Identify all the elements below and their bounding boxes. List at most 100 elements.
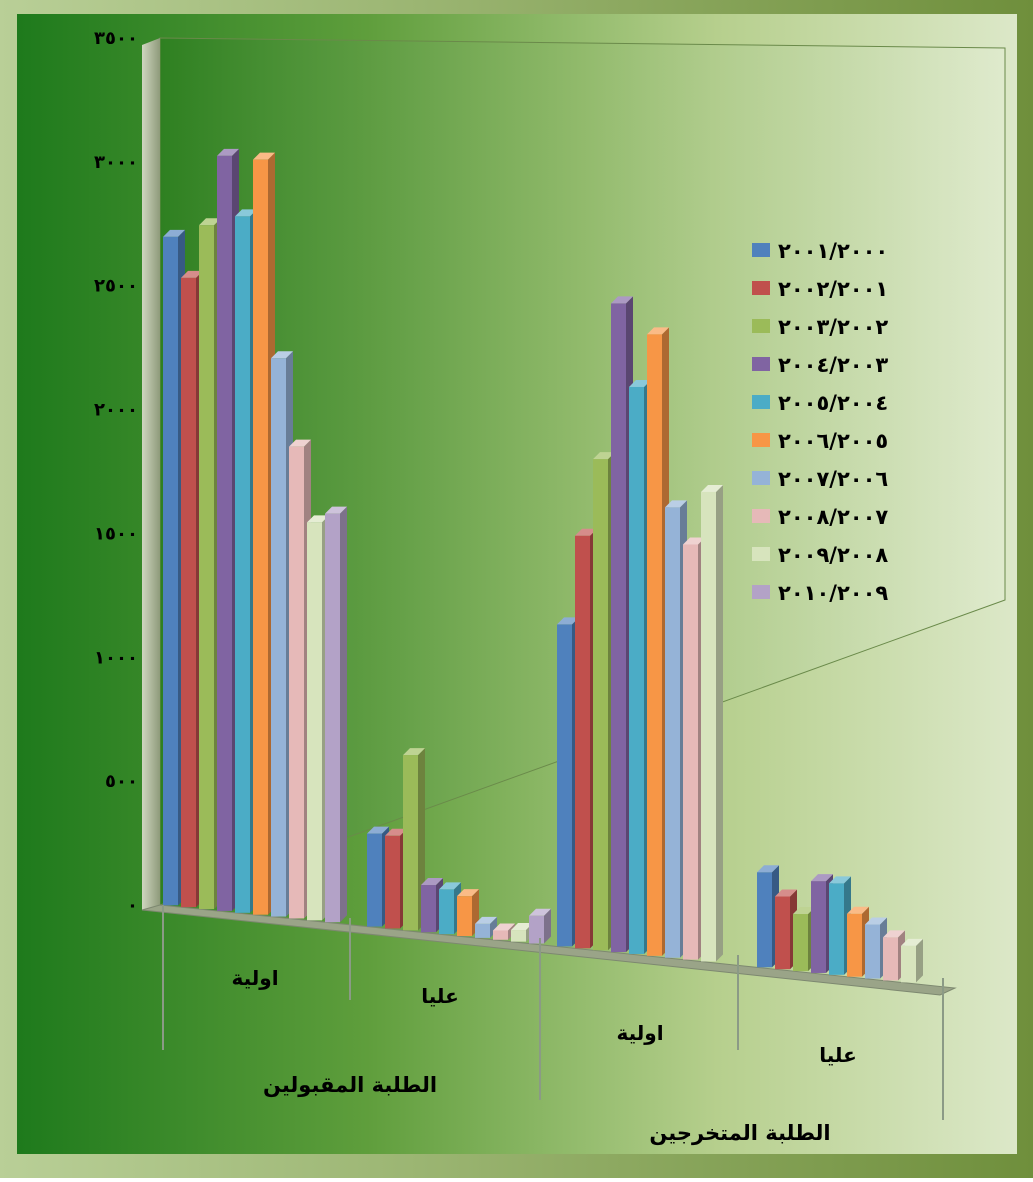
bar-front <box>163 236 178 906</box>
y-tick-label: ٢٥٠٠ <box>94 276 138 297</box>
bar-front <box>847 913 862 977</box>
bar-top <box>493 923 515 931</box>
legend-swatch <box>752 243 770 257</box>
legend-label: ٢٠٠٨/٢٠٠٧ <box>778 505 888 529</box>
category-label: عليا <box>421 984 459 1008</box>
bar-top <box>847 906 869 914</box>
bar-top <box>307 515 329 523</box>
bar-front <box>757 872 772 968</box>
bar-top <box>439 882 461 890</box>
bar-top <box>403 748 425 756</box>
category-label: عليا <box>819 1043 857 1067</box>
bar-front <box>901 945 916 983</box>
side-wall <box>142 38 160 910</box>
bar-front <box>493 930 508 940</box>
bar-top <box>865 917 887 925</box>
legend-label: ٢٠٠٧/٢٠٠٦ <box>778 467 888 491</box>
bar-front <box>385 835 400 929</box>
bar <box>701 484 723 962</box>
legend-swatch <box>752 585 770 599</box>
legend-swatch <box>752 433 770 447</box>
bar-top <box>367 826 389 834</box>
bar-front <box>829 883 844 975</box>
legend-label: ٢٠٠٣/٢٠٠٢ <box>778 315 888 339</box>
bar-front <box>253 159 268 915</box>
bar-front <box>457 896 472 937</box>
legend-swatch <box>752 395 770 409</box>
bar-top <box>163 229 185 237</box>
bar <box>775 889 797 970</box>
bar-top <box>775 889 797 897</box>
bar-front <box>271 358 286 917</box>
bar-front <box>475 923 490 938</box>
y-tick-label: ٣٥٠٠ <box>94 28 138 49</box>
legend-label: ٢٠٠٩/٢٠٠٨ <box>778 543 888 567</box>
axes: ٠ ٥٠٠ ١٠٠٠ ١٥٠٠ ٢٠٠٠ ٢٥٠٠ ٣٠٠٠ ٣٥٠٠ اولية عليا اول… <box>94 28 944 1145</box>
bar-top <box>199 218 221 226</box>
bar-front <box>575 535 590 949</box>
bar-top <box>421 878 443 886</box>
legend: ٢٠٠١/٢٠٠٠ ٢٠٠٢/٢٠٠١ ٢٠٠٣/٢٠٠٢ ٢٠٠٤/٢٠٠٣ ٢٠٠٥… <box>752 239 888 605</box>
bar-front <box>217 155 232 911</box>
bar-top <box>235 209 257 217</box>
bar-front <box>793 914 808 972</box>
bar-front <box>611 303 626 953</box>
bar-front <box>811 881 826 973</box>
bar-front <box>647 334 662 956</box>
bar-front <box>701 491 716 962</box>
bar-top <box>793 907 815 915</box>
floor <box>141 904 957 996</box>
bar-top <box>683 537 705 545</box>
bar <box>325 506 347 923</box>
y-tick-label: ٥٠٠ <box>105 771 138 792</box>
legend-swatch <box>752 281 770 295</box>
bar <box>529 908 551 944</box>
bar-top <box>557 617 579 625</box>
bar-top <box>289 439 311 447</box>
bar-top <box>811 874 833 882</box>
bar-front <box>181 277 196 908</box>
bar-side <box>340 506 347 923</box>
bar-top <box>665 500 687 508</box>
legend-swatch <box>752 471 770 485</box>
y-tick-label: ١٠٠٠ <box>94 647 138 668</box>
bar-front <box>865 924 880 979</box>
bar-front <box>511 930 526 942</box>
bar-top <box>181 270 203 278</box>
legend-label: ٢٠٠١/٢٠٠٠ <box>778 239 888 263</box>
bar-top <box>629 379 651 387</box>
bar-front <box>629 386 644 954</box>
legend-label: ٢٠٠٦/٢٠٠٥ <box>778 429 888 453</box>
legend-swatch <box>752 357 770 371</box>
group-label: الطلبة المقبولين <box>263 1073 437 1097</box>
legend-swatch <box>752 547 770 561</box>
bar-front <box>593 459 608 951</box>
bars <box>163 148 923 983</box>
bar-top <box>757 865 779 873</box>
bar-top <box>529 908 551 916</box>
legend-label: ٢٠٠٥/٢٠٠٤ <box>778 391 888 415</box>
bar-top <box>701 484 723 492</box>
bar-top <box>575 528 597 536</box>
y-tick-label: ٠ <box>127 895 138 916</box>
bar-top <box>611 296 633 304</box>
bar-top <box>593 452 615 460</box>
group-label: الطلبة المتخرجين <box>649 1121 830 1145</box>
bar-top <box>647 327 669 335</box>
bar-top <box>829 876 851 884</box>
bar-front <box>421 885 436 933</box>
bar <box>901 938 923 983</box>
bar-side <box>916 938 923 983</box>
legend-label: ٢٠٠٤/٢٠٠٣ <box>778 353 888 377</box>
bar-front <box>289 446 304 919</box>
bar-top <box>511 923 533 931</box>
bar-front <box>775 896 790 970</box>
y-tick-label: ٣٠٠٠ <box>94 152 138 173</box>
bar <box>811 874 833 973</box>
bar-side <box>716 484 723 962</box>
bar-front <box>307 522 322 921</box>
bar-top <box>385 828 407 836</box>
bar-top <box>901 938 923 946</box>
